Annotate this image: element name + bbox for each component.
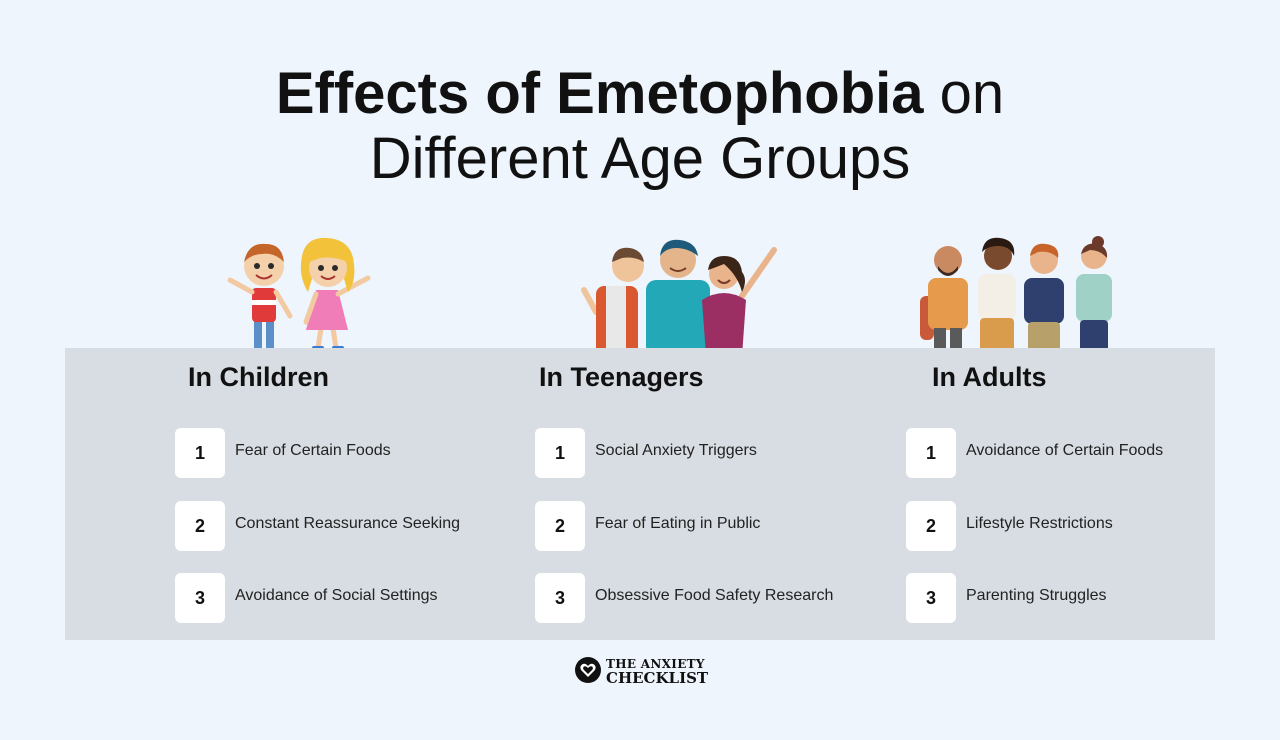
item-text: Fear of Eating in Public (595, 515, 761, 532)
girl-figure (300, 237, 371, 352)
item-number: 2 (906, 501, 956, 551)
title-bold: Effects of Emetophobia (275, 61, 924, 126)
heading-teenagers: In Teenagers (539, 362, 704, 392)
logo-line-2: CHECKLIST (606, 669, 709, 687)
logo-line-1: THE ANXIETY (606, 657, 705, 671)
item-text: Fear of Certain Foods (235, 442, 391, 459)
item-number: 3 (175, 573, 225, 623)
adult-3-figure (1024, 243, 1064, 356)
item-number: 2 (535, 501, 585, 551)
adult-2-figure (978, 237, 1016, 356)
item-text: Parenting Struggles (966, 587, 1107, 604)
item-text: Avoidance of Social Settings (235, 587, 438, 604)
adult-4-figure (1076, 236, 1112, 356)
heart-icon (575, 657, 601, 683)
item-number: 3 (906, 573, 956, 623)
item-text: Obsessive Food Safety Research (595, 587, 834, 604)
brand-logo: THE ANXIETY CHECKLIST (574, 656, 714, 687)
item-text: Social Anxiety Triggers (595, 442, 757, 459)
children-illustration (227, 237, 371, 354)
item-text: Lifestyle Restrictions (966, 515, 1113, 532)
heading-adults: In Adults (932, 362, 1047, 392)
teenagers-illustration (581, 239, 777, 356)
teen-left-figure (581, 247, 644, 356)
item-number: 1 (175, 428, 225, 478)
page-title: Effects of Emetophobia on Different Age … (0, 61, 1280, 192)
title-line2: Different Age Groups (369, 125, 911, 191)
item-number: 1 (906, 428, 956, 478)
item-text: Constant Reassurance Seeking (235, 515, 461, 532)
item-text: Avoidance of Certain Foods (966, 442, 1164, 459)
heading-children: In Children (188, 362, 329, 392)
adults-illustration (920, 236, 1112, 356)
boy-figure (227, 243, 293, 354)
adult-1-figure (920, 246, 968, 356)
teen-middle-figure (646, 239, 710, 356)
item-number: 3 (535, 573, 585, 623)
teen-right-figure (702, 247, 777, 356)
item-number: 1 (535, 428, 585, 478)
title-light: on (939, 61, 1005, 126)
item-number: 2 (175, 501, 225, 551)
content-panel: In Children 1 Fear of Certain Foods 2 Co… (65, 348, 1215, 640)
